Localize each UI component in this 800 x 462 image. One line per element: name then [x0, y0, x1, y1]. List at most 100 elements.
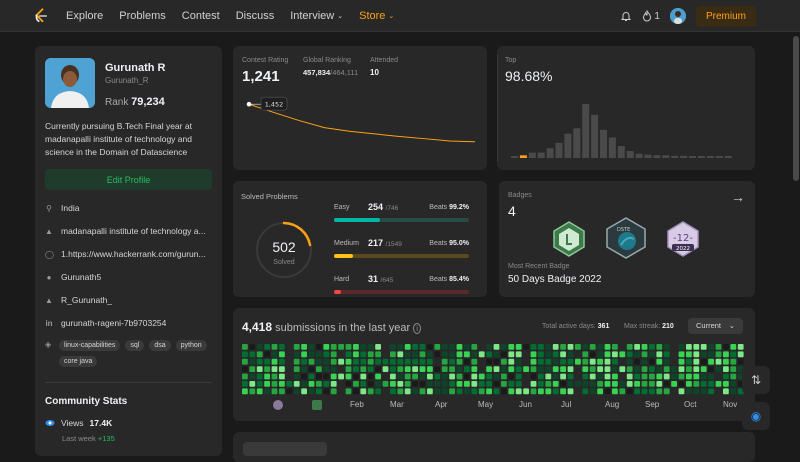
heatmap-cell[interactable] [619, 344, 626, 350]
heatmap-cell[interactable] [279, 388, 285, 395]
heatmap-cell[interactable] [560, 366, 566, 372]
heatmap-cell[interactable] [545, 373, 552, 380]
heatmap-cell[interactable] [552, 351, 559, 358]
heatmap-cell[interactable] [567, 351, 574, 358]
heatmap-cell[interactable] [649, 381, 655, 387]
heatmap-cell[interactable] [390, 358, 396, 365]
heatmap-cell[interactable] [641, 388, 648, 395]
info-icon[interactable]: i [413, 323, 422, 334]
heatmap-cell[interactable] [612, 351, 618, 358]
heatmap-cell[interactable] [242, 366, 248, 372]
heatmap-cell[interactable] [649, 373, 655, 380]
heatmap-cell[interactable] [530, 344, 537, 350]
heatmap-cell[interactable] [737, 344, 744, 350]
linkedin-row[interactable]: in gurunath-rageni-7b9703254 [45, 318, 215, 328]
heatmap-cell[interactable] [308, 351, 315, 358]
heatmap-cell[interactable] [375, 381, 381, 387]
heatmap-cell[interactable] [434, 351, 441, 358]
heatmap-cell[interactable] [449, 381, 455, 387]
heatmap-cell[interactable] [523, 366, 529, 372]
heatmap-cell[interactable] [693, 358, 700, 365]
heatmap-cell[interactable] [345, 366, 352, 372]
heatmap-cell[interactable] [686, 351, 692, 358]
heatmap-cell[interactable] [715, 358, 722, 365]
heatmap-cell[interactable] [456, 351, 463, 358]
heatmap-cell[interactable] [323, 351, 330, 358]
heatmap-cell[interactable] [456, 366, 463, 372]
heatmap-cell[interactable] [626, 358, 633, 365]
heatmap-cell[interactable] [256, 381, 263, 387]
heatmap-cell[interactable] [486, 388, 492, 395]
heatmap-cell[interactable] [589, 381, 596, 387]
heatmap-cell[interactable] [560, 381, 566, 387]
heatmap-cell[interactable] [486, 358, 492, 365]
heatmap-cell[interactable] [708, 351, 714, 358]
scrollbar-thumb[interactable] [793, 36, 799, 181]
heatmap-cell[interactable] [582, 388, 589, 395]
heatmap-cell[interactable] [308, 373, 315, 380]
heatmap-cell[interactable] [671, 366, 677, 372]
heatmap-cell[interactable] [367, 373, 374, 380]
heatmap-cell[interactable] [330, 373, 337, 380]
heatmap-cell[interactable] [360, 366, 367, 372]
heatmap-cell[interactable] [323, 358, 330, 365]
heatmap-cell[interactable] [604, 373, 611, 380]
heatmap-cell[interactable] [560, 358, 566, 365]
linkedin-link[interactable]: gurunath-rageni-7b9703254 [61, 318, 167, 328]
heatmap-cell[interactable] [612, 366, 618, 372]
heatmap-cell[interactable] [264, 381, 270, 387]
heatmap-cell[interactable] [656, 388, 663, 395]
heatmap-cell[interactable] [671, 373, 677, 380]
heatmap-cell[interactable] [345, 388, 352, 395]
heatmap-cell[interactable] [249, 366, 256, 372]
heatmap-cell[interactable] [419, 388, 426, 395]
heatmap-cell[interactable] [308, 366, 315, 372]
heatmap-cell[interactable] [323, 388, 330, 395]
heatmap-cell[interactable] [367, 381, 374, 387]
heatmap-cell[interactable] [589, 344, 596, 350]
heatmap-cell[interactable] [493, 373, 500, 380]
heatmap-cell[interactable] [663, 366, 670, 372]
heatmap-cell[interactable] [464, 351, 470, 358]
heatmap-cell[interactable] [434, 373, 441, 380]
heatmap-cell[interactable] [367, 366, 374, 372]
leetcode-logo-icon[interactable] [32, 7, 50, 25]
rating-point[interactable] [246, 101, 252, 107]
heatmap-cell[interactable] [404, 344, 411, 350]
heatmap-cell[interactable] [323, 373, 330, 380]
heatmap-cell[interactable] [397, 373, 404, 380]
heatmap-cell[interactable] [360, 344, 367, 350]
heatmap-cell[interactable] [293, 351, 300, 358]
heatmap-cell[interactable] [545, 366, 552, 372]
heatmap-cell[interactable] [286, 373, 293, 380]
heatmap-cell[interactable] [293, 344, 300, 350]
heatmap-cell[interactable] [397, 388, 404, 395]
heatmap-cell[interactable] [501, 344, 507, 350]
heatmap-cell[interactable] [486, 373, 492, 380]
heatmap-cell[interactable] [575, 366, 581, 372]
heatmap-cell[interactable] [619, 351, 626, 358]
heatmap-cell[interactable] [449, 388, 455, 395]
heatmap-cell[interactable] [486, 351, 492, 358]
heatmap-cell[interactable] [649, 366, 655, 372]
heatmap-cell[interactable] [545, 351, 552, 358]
heatmap-cell[interactable] [723, 366, 729, 372]
heatmap-cell[interactable] [412, 388, 418, 395]
heatmap-cell[interactable] [575, 373, 581, 380]
heatmap-cell[interactable] [382, 351, 389, 358]
heatmap-cell[interactable] [360, 351, 367, 358]
heatmap-cell[interactable] [330, 344, 337, 350]
heatmap-cell[interactable] [390, 388, 396, 395]
twitter-row[interactable]: ▲ R_Gurunath_ [45, 295, 215, 305]
heatmap-cell[interactable] [715, 344, 722, 350]
heatmap-cell[interactable] [634, 366, 640, 372]
solved-progress-ring[interactable] [255, 221, 313, 279]
heatmap-cell[interactable] [693, 366, 700, 372]
heatmap-cell[interactable] [700, 373, 707, 380]
heatmap-cell[interactable] [316, 351, 322, 358]
heatmap-cell[interactable] [604, 366, 611, 372]
heatmap-cell[interactable] [279, 366, 285, 372]
heatmap-cell[interactable] [730, 366, 737, 372]
heatmap-cell[interactable] [353, 381, 359, 387]
heatmap-cell[interactable] [560, 351, 566, 358]
